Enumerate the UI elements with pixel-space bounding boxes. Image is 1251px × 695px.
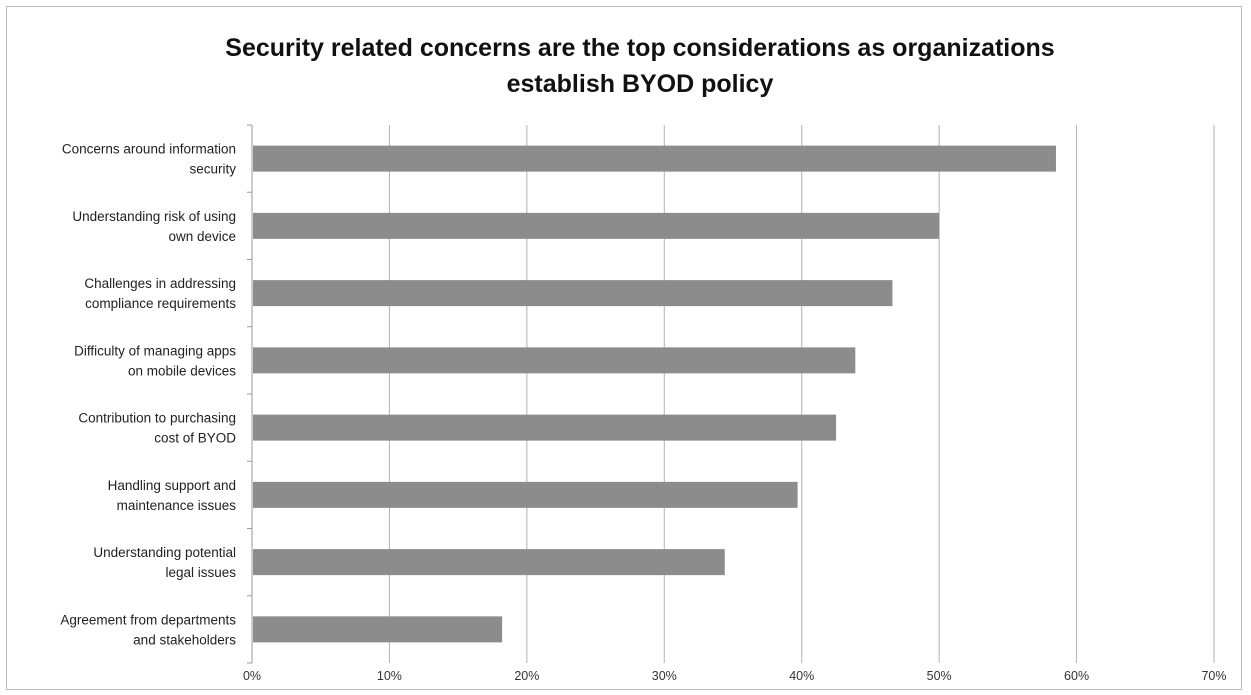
category-label-line: Concerns around information [62, 142, 236, 157]
x-tick-label: 50% [927, 669, 952, 683]
bar [253, 280, 893, 307]
category-label-line: legal issues [165, 565, 236, 580]
category-label-line: own device [168, 229, 236, 244]
category-label-line: security [189, 162, 236, 177]
category-label: Handling support and maintenance issues [108, 478, 237, 513]
bar [253, 549, 725, 576]
bar [253, 481, 798, 508]
chart-title: Security related concerns are the top co… [160, 30, 1120, 102]
category-label-line: Handling support and [108, 478, 236, 493]
category-label-line: maintenance issues [117, 498, 237, 513]
x-tick-label: 0% [243, 669, 261, 683]
category-label: Understanding potential legal issues [93, 545, 236, 580]
x-tick-label: 40% [789, 669, 814, 683]
category-label-line: and stakeholders [133, 632, 236, 647]
chart-title-line-2: establish BYOD policy [506, 70, 774, 98]
category-label: Contribution to purchasing cost of BYOD [78, 411, 236, 446]
category-label-line: Challenges in addressing [84, 276, 236, 291]
bar [253, 212, 940, 239]
bar [253, 616, 503, 643]
category-label-line: on mobile devices [128, 363, 236, 378]
bar [253, 347, 856, 374]
category-label-line: Understanding risk of using [72, 209, 236, 224]
category-label: Concerns around information security [62, 142, 236, 177]
category-label: Difficulty of managing apps on mobile dev… [74, 343, 236, 378]
category-label: Understanding risk of using own device [72, 209, 236, 244]
category-label-line: Understanding potential [93, 545, 236, 560]
bar [253, 145, 1056, 172]
category-label-line: compliance requirements [85, 296, 236, 311]
category-label-line: Agreement from departments [60, 612, 236, 627]
category-label-line: Contribution to purchasing [78, 411, 236, 426]
x-tick-label: 60% [1064, 669, 1089, 683]
bar [253, 414, 837, 441]
x-tick-label: 20% [514, 669, 539, 683]
x-tick-label: 10% [377, 669, 402, 683]
category-label-line: Difficulty of managing apps [74, 343, 236, 358]
x-tick-label: 30% [652, 669, 677, 683]
chart-title-line-1: Security related concerns are the top co… [225, 34, 1055, 62]
category-label: Challenges in addressing compliance requi… [84, 276, 236, 311]
category-label-line: cost of BYOD [154, 431, 236, 446]
category-label: Agreement from departments and stakeholde… [60, 612, 236, 647]
x-tick-label: 70% [1201, 669, 1226, 683]
